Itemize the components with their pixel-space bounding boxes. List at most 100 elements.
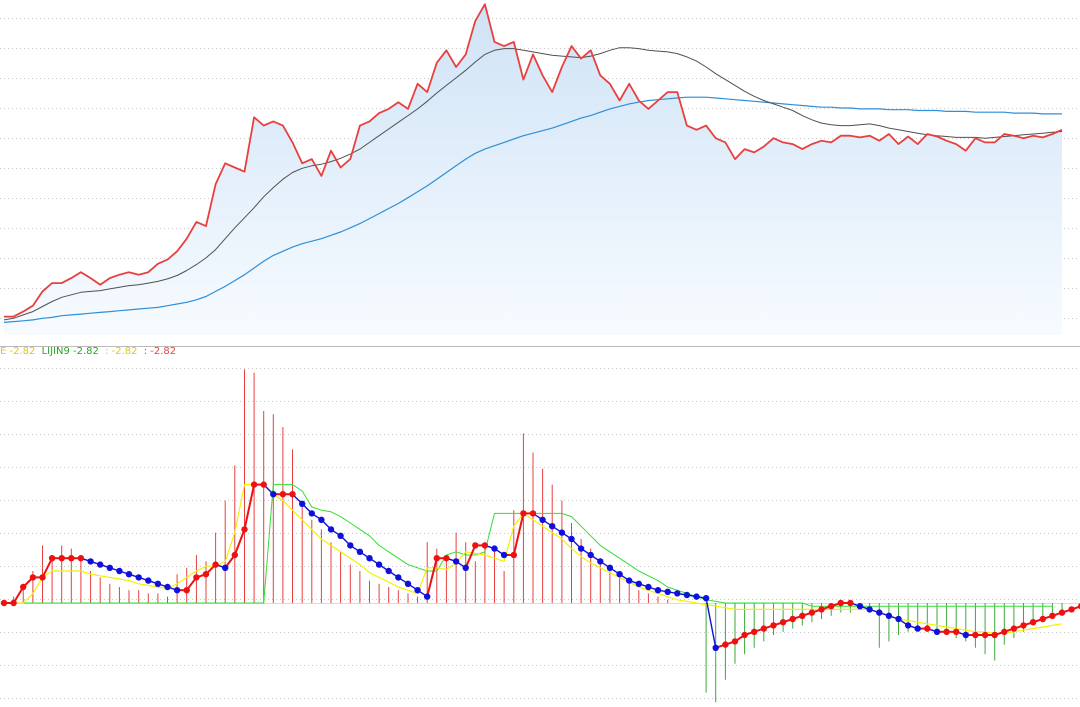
signal-dot [597,558,604,565]
signal-dot [424,593,431,600]
signal-dot [29,574,37,581]
signal-segment [426,557,438,597]
signal-dot [933,628,941,635]
signal-dot [125,571,133,578]
signal-dot [972,631,979,639]
signal-dot [799,612,806,619]
signal-dot [904,622,912,629]
signal-dot [39,574,46,581]
signal-dot [404,580,412,587]
signal-dot [212,561,219,568]
signal-dot [1020,622,1027,629]
signal-dot [347,542,354,549]
signal-dot [10,599,17,607]
signal-dot [183,587,190,594]
indicator-panel [0,369,1080,703]
signal-dot [674,590,681,597]
signal-dot [385,567,392,575]
signal-dot [202,571,210,578]
signal-dot [1068,606,1075,613]
signal-dot [452,558,460,565]
signal-dot [626,577,633,584]
signal-dot [828,603,835,610]
signal-dot [741,631,748,639]
signal-dot [1010,625,1018,632]
signal-dot [270,491,277,498]
legend-item: : -2.82 [143,346,177,357]
signal-dot [712,644,719,651]
signal-dot [222,564,229,571]
signal-dot [510,551,517,559]
signal-dot [173,587,181,594]
signal-segment [512,513,525,556]
signal-dot [818,606,825,613]
signal-dot [318,516,325,523]
signal-dot [500,551,508,559]
signal-dot [529,510,537,517]
signal-dot [68,555,75,562]
signal-dot [606,564,614,571]
signal-dot [472,542,479,549]
signal-dot [770,622,777,629]
signal-dot [962,631,969,639]
signal-dot [847,599,854,607]
signal-dot [991,631,998,639]
signal-dot [443,555,450,562]
signal-dot [250,481,258,488]
signal-dot [116,567,123,575]
signal-dot [414,587,421,594]
signal-dot [1039,615,1047,623]
signal-segment [41,557,53,578]
signal-dot [683,591,691,599]
signal-dot [77,555,85,562]
signal-dot [491,545,498,552]
signal-dot [760,625,767,632]
signal-dot [702,595,710,602]
signal-dot [981,631,989,639]
signal-dot [20,583,27,591]
signal-dot [895,615,902,623]
signal-dot [635,580,642,587]
signal-dot [260,481,267,488]
signal-dot [135,574,142,581]
signal-dot [1001,628,1008,635]
signal-dot [0,599,8,607]
price-panel [3,3,1063,335]
signal-dot [568,535,575,543]
signal-segment [233,529,246,556]
signal-dot [779,619,787,626]
signal-dot [106,564,114,571]
legend-item: E -2.82 [0,346,36,357]
signal-segment [464,545,477,569]
signal-dot [279,491,287,498]
signal-dot [876,609,883,616]
signal-dot [87,558,94,565]
signal-dot [58,555,65,562]
signal-dot [520,510,527,517]
signal-dot [97,561,104,568]
signal-dot [48,555,56,562]
signal-dot [299,500,306,507]
signal-dot [164,583,171,591]
signal-dot [808,609,816,616]
signal-dot [953,628,960,635]
signal-dot [289,491,296,498]
signal-dot [856,603,864,610]
signal-dot [693,593,700,600]
signal-dot [193,574,200,581]
indicator-legend: E -2.82 LIJIN9 -2.82 : -2.82 : -2.82 [0,346,179,358]
signal-segment [243,484,256,530]
signal-dot [616,571,623,578]
signal-dot [154,580,162,587]
signal-dot [231,551,238,559]
signal-dot [664,588,671,595]
signal-dot [481,542,489,549]
signal-dot [645,583,652,591]
signal-dot [722,641,729,648]
signal-dot [731,638,739,645]
signal-dot [366,555,373,562]
signal-dot [327,526,335,533]
signal-dot [1058,609,1066,616]
ma-short-line [3,47,1063,321]
